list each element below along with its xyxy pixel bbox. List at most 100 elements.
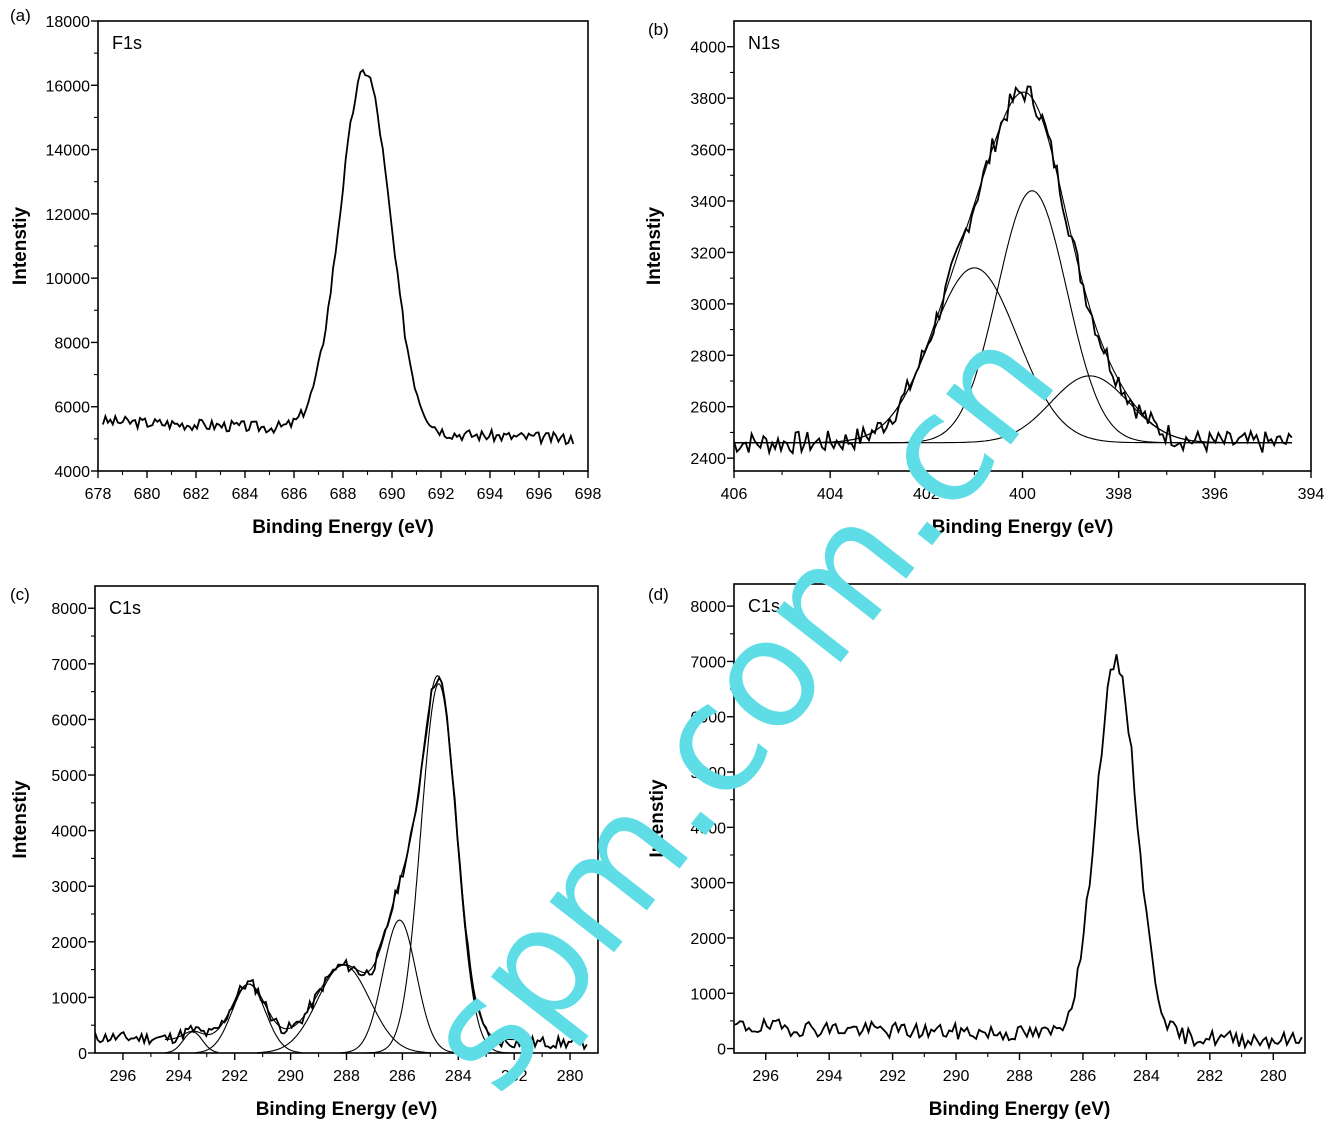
y-tick-label: 5000 [51,768,87,785]
y-tick-label: 18000 [46,14,91,31]
x-tick-label: 684 [232,486,259,503]
x-tick-label: 690 [379,486,406,503]
y-tick-label: 3000 [690,876,726,893]
panel-label: (b) [648,20,669,39]
y-axis-label: Intenstiy [647,779,668,858]
x-tick-label: 282 [1196,1068,1223,1085]
panel-label: (d) [648,585,669,604]
x-axis-label: Binding Energy (eV) [256,1099,438,1120]
x-tick-label: 296 [110,1068,137,1085]
peak-label: C1s [748,596,780,616]
x-tick-label: 402 [913,486,940,503]
y-tick-label: 4000 [51,824,87,841]
fit-component-line [195,983,302,1053]
peak-label: N1s [748,33,780,53]
y-tick-label: 3400 [690,194,726,211]
y-tick-label: 3200 [690,245,726,262]
x-tick-label: 286 [1070,1068,1097,1085]
y-tick-label: 2000 [51,935,87,952]
x-tick-label: 694 [477,486,504,503]
y-tick-label: 3800 [690,91,726,108]
y-tick-label: 0 [717,1042,726,1059]
x-tick-label: 292 [221,1068,248,1085]
x-tick-label: 406 [721,486,748,503]
x-tick-label: 294 [816,1068,843,1085]
y-tick-label: 6000 [690,710,726,727]
watermark: spm.com.cn [390,295,1089,1121]
x-tick-label: 282 [501,1068,528,1085]
y-tick-label: 4000 [690,820,726,837]
x-tick-label: 284 [1133,1068,1160,1085]
x-tick-label: 286 [389,1068,416,1085]
panel-a: 678 680 682 684 686 688 690 692 694 696 698 4000 600… [10,6,601,538]
x-axis-label: Binding Energy (eV) [932,517,1114,538]
measured-spectrum-line [734,654,1303,1051]
y-tick-label: 2000 [690,931,726,948]
y-tick-label: 12000 [46,207,91,224]
y-tick-label: 8000 [51,601,87,618]
x-tick-label: 678 [85,486,112,503]
y-tick-label: 6000 [51,712,87,729]
fit-component-line [257,964,431,1053]
y-tick-label: 14000 [46,143,91,160]
y-tick-label: 8000 [54,335,90,352]
panel-b: 406 404 402 400 398 396 394 2400 2600 2800 3000 320… [644,20,1324,538]
x-tick-label: 294 [165,1068,192,1085]
y-tick-label: 1000 [51,990,87,1007]
y-axis-label: Intenstiy [10,780,31,859]
peak-label: C1s [109,598,141,618]
x-tick-label: 688 [330,486,357,503]
y-tick-label: 2600 [690,400,726,417]
y-tick-label: 2800 [690,348,726,365]
x-tick-label: 288 [333,1068,360,1085]
fit-component-line [340,919,459,1053]
x-tick-label: 290 [277,1068,304,1085]
y-tick-label: 4000 [54,464,90,481]
y-tick-label: 10000 [46,271,91,288]
y-tick-label: 3000 [51,879,87,896]
x-tick-label: 404 [817,486,844,503]
peak-label: F1s [112,33,142,53]
x-tick-label: 394 [1298,486,1325,503]
x-tick-label: 280 [557,1068,584,1085]
x-tick-label: 682 [183,486,210,503]
x-tick-label: 292 [879,1068,906,1085]
x-tick-label: 400 [1009,486,1036,503]
y-tick-label: 1000 [690,986,726,1003]
y-tick-label: 8000 [690,599,726,616]
panel-c: 296 294 292 290 288 286 284 282 280 0 1000 2000 3000… [10,585,599,1120]
y-tick-label: 2400 [690,451,726,468]
y-tick-label: 16000 [46,78,91,95]
y-tick-label: 7000 [690,654,726,671]
y-tick-label: 6000 [54,400,90,417]
x-tick-label: 284 [445,1068,472,1085]
x-axis-label: Binding Energy (eV) [929,1099,1111,1120]
x-tick-label: 692 [428,486,455,503]
fit-envelope-line [164,675,529,1041]
measured-spectrum-line [102,68,575,447]
panel-d: 296 294 292 290 288 286 284 282 280 0 1000 2000 3000… [647,583,1306,1120]
x-tick-label: 680 [134,486,161,503]
y-tick-label: 5000 [690,765,726,782]
x-axis-label: Binding Energy (eV) [252,517,434,538]
y-tick-label: 3000 [690,297,726,314]
y-tick-label: 4000 [690,40,726,57]
panel-label: (a) [10,6,31,25]
x-tick-label: 698 [575,486,602,503]
x-tick-label: 290 [943,1068,970,1085]
y-axis-label: Intenstiy [10,207,31,286]
fit-component-line [346,683,515,1053]
x-tick-label: 696 [526,486,553,503]
x-tick-label: 288 [1006,1068,1033,1085]
y-tick-label: 3600 [690,143,726,160]
x-tick-label: 398 [1105,486,1132,503]
y-axis-label: Intenstiy [644,207,665,286]
fit-component-line [734,375,1292,444]
y-tick-label: 0 [78,1046,87,1063]
x-tick-label: 396 [1201,486,1228,503]
x-tick-label: 686 [281,486,308,503]
panel-label: (c) [10,585,30,604]
x-tick-label: 296 [752,1068,779,1085]
fit-component-line [164,1031,219,1053]
